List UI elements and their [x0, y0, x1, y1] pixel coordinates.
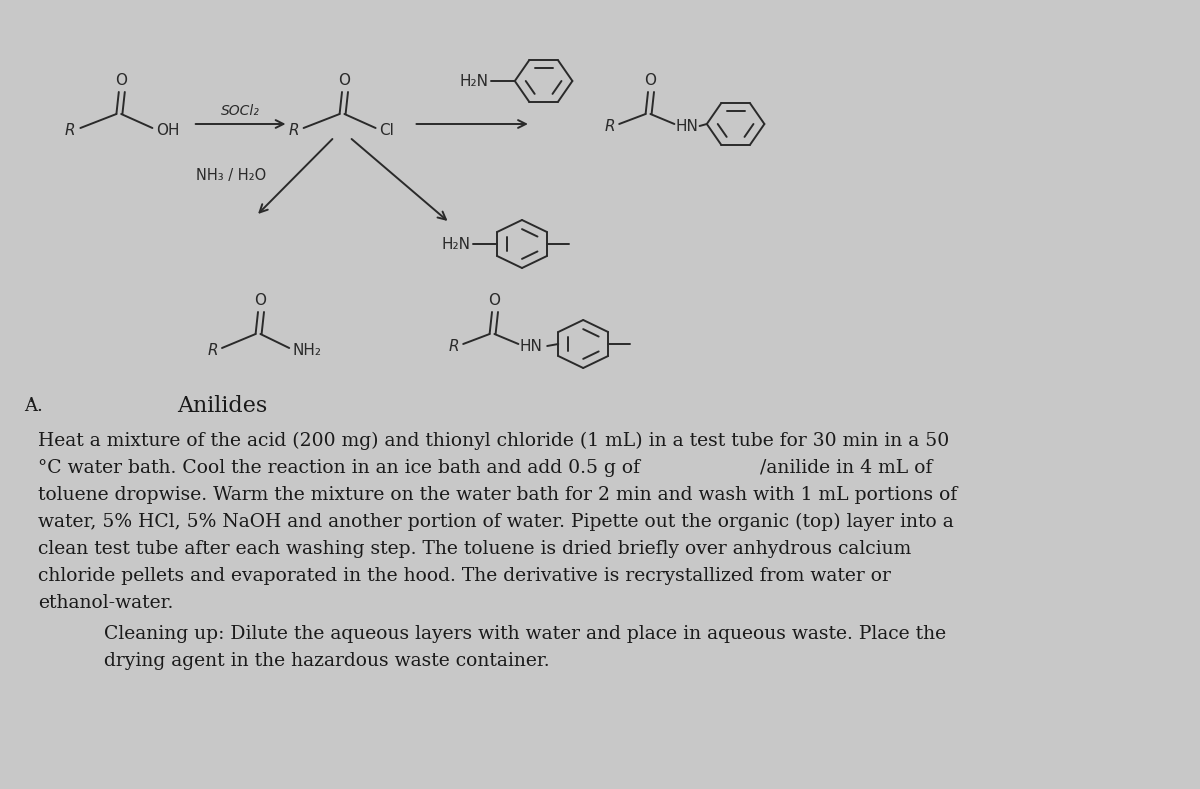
- Text: R: R: [288, 122, 299, 137]
- Text: O: O: [115, 73, 127, 88]
- Text: chloride pellets and evaporated in the hood. The derivative is recrystallized fr: chloride pellets and evaporated in the h…: [38, 567, 892, 585]
- Text: O: O: [254, 293, 266, 308]
- Text: R: R: [208, 342, 218, 357]
- Text: R: R: [605, 118, 616, 133]
- Text: O: O: [644, 73, 656, 88]
- Text: clean test tube after each washing step. The toluene is dried briefly over anhyd: clean test tube after each washing step.…: [38, 540, 912, 558]
- Text: ethanol-water.: ethanol-water.: [38, 594, 174, 612]
- Text: H₂N: H₂N: [442, 237, 470, 252]
- Text: drying agent in the hazardous waste container.: drying agent in the hazardous waste cont…: [104, 652, 550, 670]
- Text: NH₂: NH₂: [293, 342, 322, 357]
- Text: O: O: [338, 73, 350, 88]
- Text: Heat a mixture of the acid (200 mg) and thionyl chloride (1 mL) in a test tube f: Heat a mixture of the acid (200 mg) and …: [38, 432, 949, 451]
- Text: Cleaning up: Dilute the aqueous layers with water and place in aqueous waste. Pl: Cleaning up: Dilute the aqueous layers w…: [104, 625, 947, 643]
- Text: O: O: [488, 293, 500, 308]
- Text: toluene dropwise. Warm the mixture on the water bath for 2 min and wash with 1 m: toluene dropwise. Warm the mixture on th…: [38, 486, 958, 504]
- Text: HN: HN: [676, 118, 698, 133]
- Text: Anilides: Anilides: [178, 395, 268, 417]
- Text: HN: HN: [520, 338, 542, 353]
- Text: H₂N: H₂N: [460, 73, 488, 88]
- Text: A.: A.: [24, 397, 43, 415]
- Text: OH: OH: [156, 122, 180, 137]
- Text: Cl: Cl: [379, 122, 394, 137]
- Text: NH₃ / H₂O: NH₃ / H₂O: [196, 167, 266, 182]
- Text: R: R: [65, 122, 76, 137]
- Text: water, 5% HCl, 5% NaOH and another portion of water. Pipette out the organic (to: water, 5% HCl, 5% NaOH and another porti…: [38, 513, 954, 531]
- Text: °C water bath. Cool the reaction in an ice bath and add 0.5 g of                : °C water bath. Cool the reaction in an i…: [38, 459, 932, 477]
- Text: SOCl₂: SOCl₂: [221, 104, 260, 118]
- Text: R: R: [449, 338, 460, 353]
- Text: ▴: ▴: [30, 397, 34, 403]
